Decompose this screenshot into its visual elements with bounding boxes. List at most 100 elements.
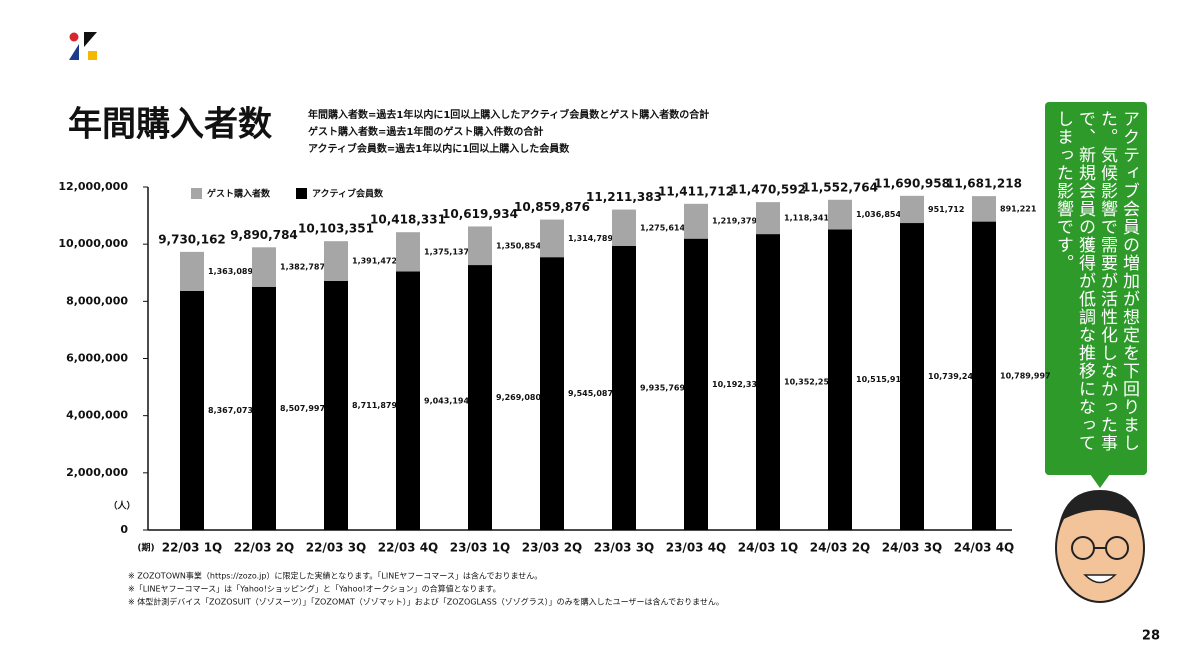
definition: ゲスト購入者数=過去1年間のゲスト購入件数の合計: [308, 125, 543, 138]
bar-segment: [684, 238, 708, 531]
bar-segment: [180, 290, 204, 530]
legend-label: ゲスト購入者数: [207, 188, 271, 200]
bar-segment: [324, 280, 348, 530]
total-label: 11,552,764: [802, 180, 878, 194]
legend-label: アクティブ会員数: [312, 188, 384, 200]
value-label: 10,789,997: [1000, 371, 1051, 380]
y-tick-label: 6,000,000: [66, 352, 128, 365]
bar-segment: [900, 223, 924, 530]
bar-segment: [756, 234, 780, 531]
footnote: ※「LINEヤフーコマース」は「Yahoo!ショッピング」と「Yahoo!オーク…: [128, 584, 501, 594]
total-label: 11,681,218: [946, 177, 1022, 191]
logo-shape: [69, 44, 79, 60]
x-tick-label: 22/03 4Q: [378, 541, 439, 555]
logo-dot: [69, 32, 79, 42]
bar-segment: [900, 195, 924, 224]
value-label: 10,192,333: [712, 380, 763, 389]
value-label: 10,352,251: [784, 378, 835, 387]
bar-segment: [684, 203, 708, 239]
x-tick-label: 23/03 1Q: [450, 541, 511, 555]
callout-text: アクティブ会員の増加が想定を下回りました。気候影響で需要が活性化しなかった事で、…: [1053, 110, 1139, 452]
total-label: 11,690,958: [874, 176, 950, 190]
callout-pointer: [1090, 474, 1110, 488]
value-label: 10,739,246: [928, 372, 979, 381]
x-tick-label: 22/03 3Q: [306, 541, 367, 555]
legend-swatch: [296, 188, 307, 199]
bar-segment: [180, 251, 204, 291]
period-label: (期): [137, 542, 154, 554]
bar-segment: [972, 196, 996, 222]
x-tick-label: 22/03 2Q: [234, 541, 295, 555]
value-label: 8,367,073: [208, 406, 253, 415]
logo-shape: [84, 32, 97, 47]
bar-segment: [324, 241, 348, 281]
definition: 年間購入者数=過去1年以内に1回以上購入したアクティブ会員数とゲスト購入者数の合…: [308, 108, 709, 121]
value-label: 9,545,087: [568, 389, 613, 398]
x-tick-label: 24/03 4Q: [954, 541, 1015, 555]
value-label: 8,711,879: [352, 401, 397, 410]
value-label: 1,363,089: [208, 267, 253, 276]
x-tick-label: 24/03 1Q: [738, 541, 799, 555]
value-label: 1,375,137: [424, 247, 469, 256]
total-label: 9,730,162: [158, 232, 226, 246]
total-label: 10,418,331: [370, 213, 446, 227]
value-label: 8,507,997: [280, 404, 325, 413]
legend-swatch: [191, 188, 202, 199]
bar-segment: [396, 271, 420, 530]
y-tick-label: 8,000,000: [66, 294, 128, 307]
bar-segment: [612, 209, 636, 247]
value-label: 1,036,854: [856, 210, 901, 219]
bar-segment: [252, 286, 276, 530]
x-tick-label: 24/03 2Q: [810, 541, 871, 555]
value-label: 951,712: [928, 205, 964, 214]
y-tick-label: 4,000,000: [66, 409, 128, 422]
bar-segment: [252, 247, 276, 287]
value-label: 1,314,789: [568, 234, 613, 243]
footnote: ※ ZOZOTOWN事業（https://zozo.jp）に限定した実績となりま…: [128, 571, 542, 581]
value-label: 9,043,194: [424, 396, 469, 405]
total-label: 10,103,351: [298, 222, 374, 236]
x-tick-label: 23/03 3Q: [594, 541, 655, 555]
bar-segment: [396, 232, 420, 272]
value-label: 9,935,769: [640, 384, 685, 393]
bar-segment: [612, 246, 636, 530]
y-tick-label: 0: [120, 523, 128, 536]
logo: [69, 32, 97, 60]
x-tick-label: 23/03 2Q: [522, 541, 583, 555]
total-label: 10,619,934: [442, 207, 518, 221]
bar-segment: [540, 257, 564, 530]
total-label: 11,211,383: [586, 190, 662, 204]
logo-shape: [88, 51, 97, 60]
page-number: 28: [1142, 629, 1160, 644]
total-label: 11,470,592: [730, 183, 806, 197]
bar-segment: [468, 265, 492, 530]
callout-box: [1045, 102, 1147, 475]
bar-segment: [468, 226, 492, 266]
value-label: 1,382,787: [280, 263, 325, 272]
value-label: 9,269,080: [496, 393, 541, 402]
bar-segment: [828, 199, 852, 230]
bar-segment: [756, 202, 780, 235]
total-label: 11,411,712: [658, 184, 734, 198]
footnote: ※ 体型計測デバイス「ZOZOSUIT（ゾゾスーツ）」「ZOZOMAT（ゾゾマッ…: [128, 597, 724, 607]
x-tick-label: 23/03 4Q: [666, 541, 727, 555]
bar-segment: [972, 221, 996, 530]
value-label: 891,221: [1000, 204, 1037, 213]
bar-segment: [828, 229, 852, 531]
y-tick-label: 10,000,000: [58, 237, 128, 250]
total-label: 9,890,784: [230, 228, 298, 242]
x-tick-label: 22/03 1Q: [162, 541, 223, 555]
x-tick-label: 24/03 3Q: [882, 541, 943, 555]
y-tick-label: 2,000,000: [66, 466, 128, 479]
value-label: 1,391,472: [352, 257, 397, 266]
value-label: 1,350,854: [496, 241, 541, 250]
presenter-illustration: [1055, 490, 1145, 603]
bar-segment: [540, 219, 564, 258]
y-tick-label: 12,000,000: [58, 180, 128, 193]
total-label: 10,859,876: [514, 200, 590, 214]
value-label: 10,515,910: [856, 375, 907, 384]
definition: アクティブ会員数=過去1年以内に1回以上購入した会員数: [308, 142, 570, 155]
value-label: 1,118,341: [784, 214, 829, 223]
